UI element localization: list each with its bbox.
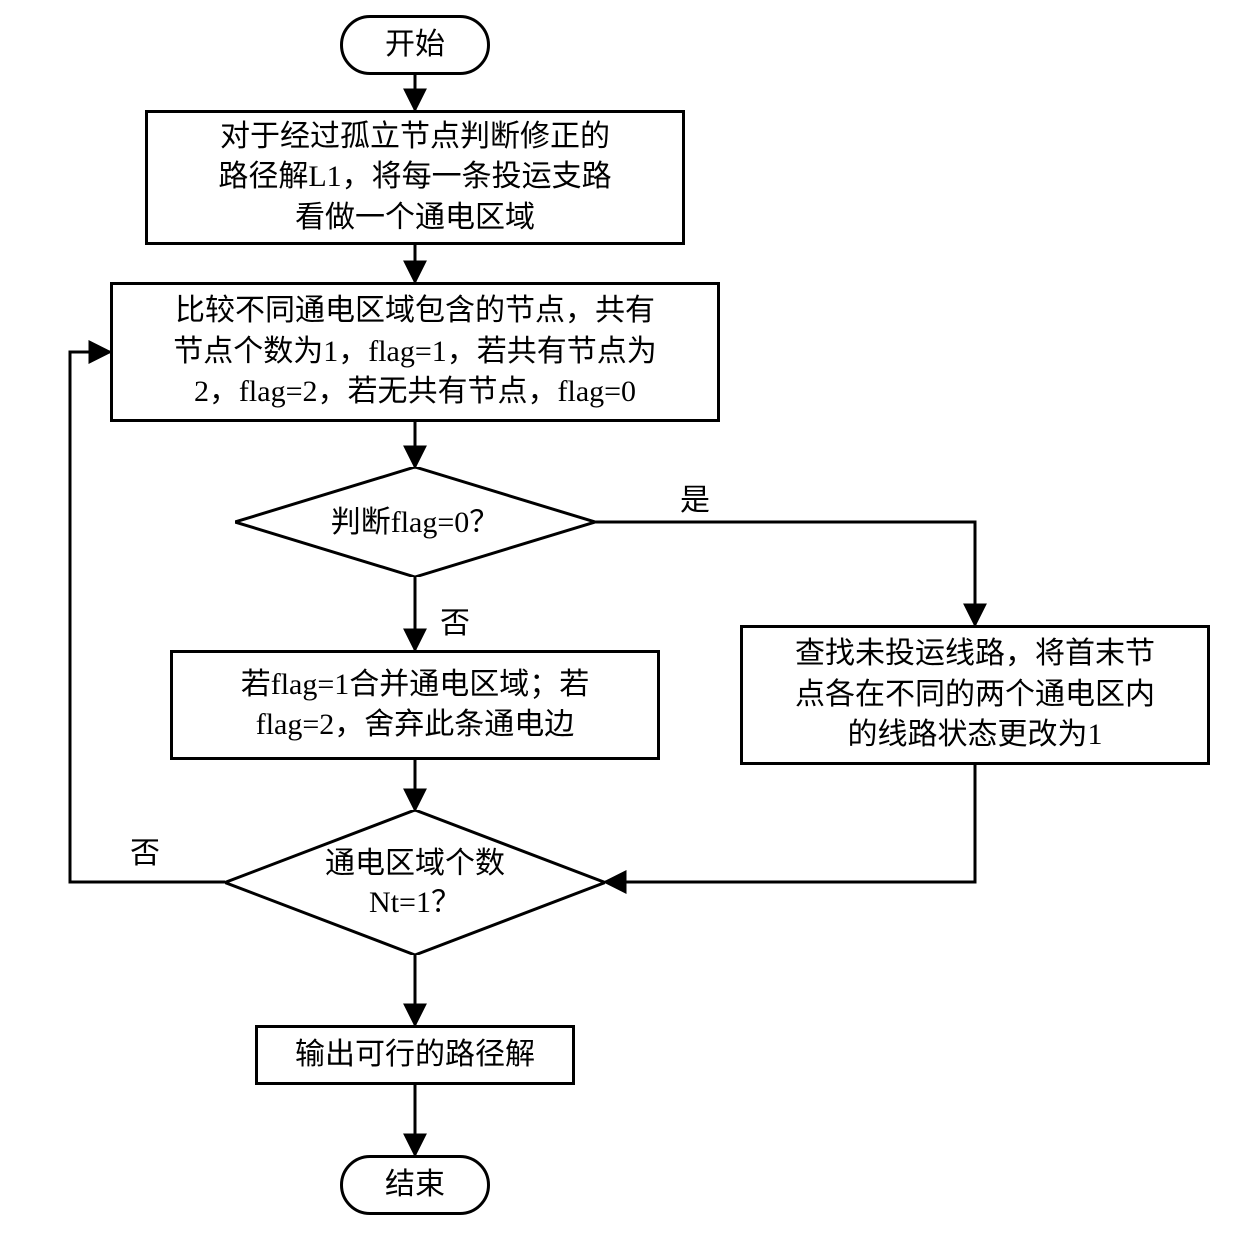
d1-text: 判断flag=0？ <box>331 503 500 542</box>
label-d2-no: 否 <box>130 828 160 872</box>
process-p1: 对于经过孤立节点判断修正的 路径解L1，将每一条投运支路 看做一个通电区域 <box>145 110 685 245</box>
end-terminal: 结束 <box>340 1155 490 1215</box>
d2-text: 通电区域个数 Nt=1？ <box>325 844 505 922</box>
start-terminal: 开始 <box>340 15 490 75</box>
d1-no-text: 否 <box>440 607 470 640</box>
p4-text: 查找未投运线路，将首末节 点各在不同的两个通电区内 的线路状态更改为1 <box>795 634 1155 756</box>
label-d1-no: 否 <box>440 598 470 642</box>
label-d1-yes: 是 <box>680 475 710 519</box>
p1-text: 对于经过孤立节点判断修正的 路径解L1，将每一条投运支路 看做一个通电区域 <box>218 117 611 239</box>
p3-text: 若flag=1合并通电区域；若 flag=2，舍弃此条通电边 <box>241 665 590 746</box>
process-p2: 比较不同通电区域包含的节点，共有 节点个数为1，flag=1，若共有节点为 2，… <box>110 282 720 422</box>
process-p3: 若flag=1合并通电区域；若 flag=2，舍弃此条通电边 <box>170 650 660 760</box>
p2-text: 比较不同通电区域包含的节点，共有 节点个数为1，flag=1，若共有节点为 2，… <box>173 291 657 413</box>
start-text: 开始 <box>385 25 445 66</box>
process-p4: 查找未投运线路，将首末节 点各在不同的两个通电区内 的线路状态更改为1 <box>740 625 1210 765</box>
end-text: 结束 <box>385 1165 445 1206</box>
d2-no-text: 否 <box>130 837 160 870</box>
decision-d2: 通电区域个数 Nt=1？ <box>225 810 605 955</box>
d1-yes-text: 是 <box>680 484 710 517</box>
decision-d1: 判断flag=0？ <box>235 467 595 577</box>
p5-text: 输出可行的路径解 <box>295 1035 535 1076</box>
process-p5: 输出可行的路径解 <box>255 1025 575 1085</box>
